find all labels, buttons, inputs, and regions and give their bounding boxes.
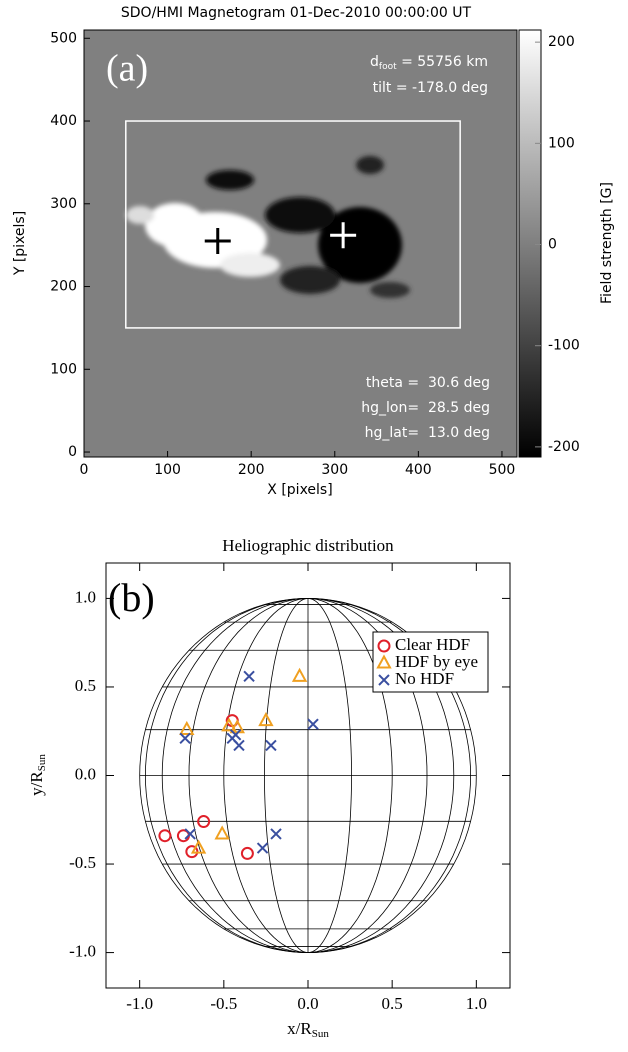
subscript: foot <box>379 62 397 72</box>
globe-meridian <box>307 598 472 953</box>
marker <box>190 839 207 854</box>
globe-meridian <box>307 598 353 953</box>
chart-title: SDO/HMI Magnetogram 01-Dec-2010 00:00:00… <box>121 5 472 21</box>
marker <box>243 670 255 683</box>
globe-meridian <box>307 598 455 953</box>
x-tick-label: 300 <box>321 462 348 478</box>
centroid-marker <box>330 222 357 249</box>
x-axis-label: x/RSun <box>287 1019 329 1040</box>
globe-meridian <box>223 598 309 953</box>
marker <box>270 828 282 840</box>
y-tick-label: 300 <box>50 196 77 212</box>
marker <box>179 720 195 735</box>
y-tick-label: -1.0 <box>69 941 96 960</box>
marker <box>233 739 245 752</box>
x-tick-label: 500 <box>489 462 516 478</box>
colorbar-tick-label: -200 <box>548 439 580 455</box>
globe-meridian <box>144 598 309 953</box>
marker <box>229 729 242 741</box>
marker <box>307 718 319 730</box>
legend-label: Clear HDF <box>395 635 470 654</box>
globe-meridian <box>139 598 309 953</box>
colorbar-tick-label: 100 <box>548 135 575 151</box>
marker <box>256 842 269 854</box>
x-tick-label: -0.5 <box>210 994 237 1013</box>
colorbar-tick-label: 0 <box>548 237 557 253</box>
marker <box>221 717 237 732</box>
marker <box>197 815 211 829</box>
x-tick-label: 400 <box>405 462 432 478</box>
panel-label: (a) <box>106 48 148 90</box>
x-tick-label: 1.0 <box>466 994 487 1013</box>
annotation: tilt = -178.0 deg <box>373 80 488 96</box>
marker <box>184 828 196 840</box>
y-axis-label: Y [pixels] <box>12 211 28 276</box>
label: x/R <box>287 1019 312 1038</box>
value-text: = 55756 km <box>397 54 488 70</box>
legend-box <box>372 631 489 693</box>
y-tick-label: 200 <box>50 279 77 295</box>
y-tick-label: 500 <box>50 30 77 46</box>
marker <box>265 739 277 752</box>
symbol: d <box>370 54 379 70</box>
globe-meridian <box>307 598 477 953</box>
marker <box>258 712 274 727</box>
globe-meridian <box>263 598 309 953</box>
colorbar-tick-label: -100 <box>548 338 580 354</box>
legend-marker <box>378 674 390 686</box>
label: y/R <box>27 771 46 796</box>
colorbar-label: Field strength [G] <box>599 182 615 304</box>
subscript: Sun <box>36 754 48 772</box>
x-tick-label: 0 <box>80 462 89 478</box>
x-tick-label: 200 <box>238 462 265 478</box>
magnetogram-image <box>84 30 517 457</box>
y-tick-label: 0.5 <box>75 676 96 695</box>
chart-title: Heliographic distribution <box>222 536 394 555</box>
legend-label: No HDF <box>395 669 454 688</box>
globe-meridian <box>307 598 428 953</box>
marker <box>291 667 308 682</box>
colorbar-tick-label: 200 <box>548 34 575 50</box>
panel-label: (b) <box>108 575 155 620</box>
plot-frame <box>83 29 518 458</box>
y-tick-label: 1.0 <box>75 587 96 606</box>
y-tick-label: 0 <box>68 444 77 460</box>
marker <box>158 829 172 843</box>
y-tick-label: 100 <box>50 361 77 377</box>
globe-meridian <box>188 598 309 953</box>
colorbar <box>518 29 542 458</box>
subscript: Sun <box>312 1028 330 1040</box>
y-tick-label: 0.0 <box>75 764 96 783</box>
y-tick-label: -0.5 <box>69 853 96 872</box>
legend-marker <box>377 639 391 653</box>
region-box <box>125 120 461 329</box>
x-tick-label: 0.0 <box>297 994 318 1013</box>
marker <box>214 825 230 840</box>
annotation: hg_lon= 28.5 deg <box>361 400 490 416</box>
y-tick-label: 400 <box>50 113 77 129</box>
annotation: hg_lat= 13.0 deg <box>365 425 490 441</box>
legend-label: HDF by eye <box>395 652 478 671</box>
legend-marker <box>376 654 392 669</box>
x-axis-label: X [pixels] <box>267 482 332 498</box>
y-axis-label: y/RSun <box>27 754 48 796</box>
x-tick-label: 0.5 <box>382 994 403 1013</box>
x-tick-label: 100 <box>154 462 181 478</box>
globe-meridian <box>161 598 309 953</box>
centroid-marker <box>204 228 231 255</box>
x-tick-label: -1.0 <box>126 994 153 1013</box>
foot-distance: dfoot = 55756 km <box>370 54 488 72</box>
globe-meridian <box>307 598 393 953</box>
annotation: theta = 30.6 deg <box>366 375 490 391</box>
marker <box>240 846 254 860</box>
marker <box>179 732 191 745</box>
